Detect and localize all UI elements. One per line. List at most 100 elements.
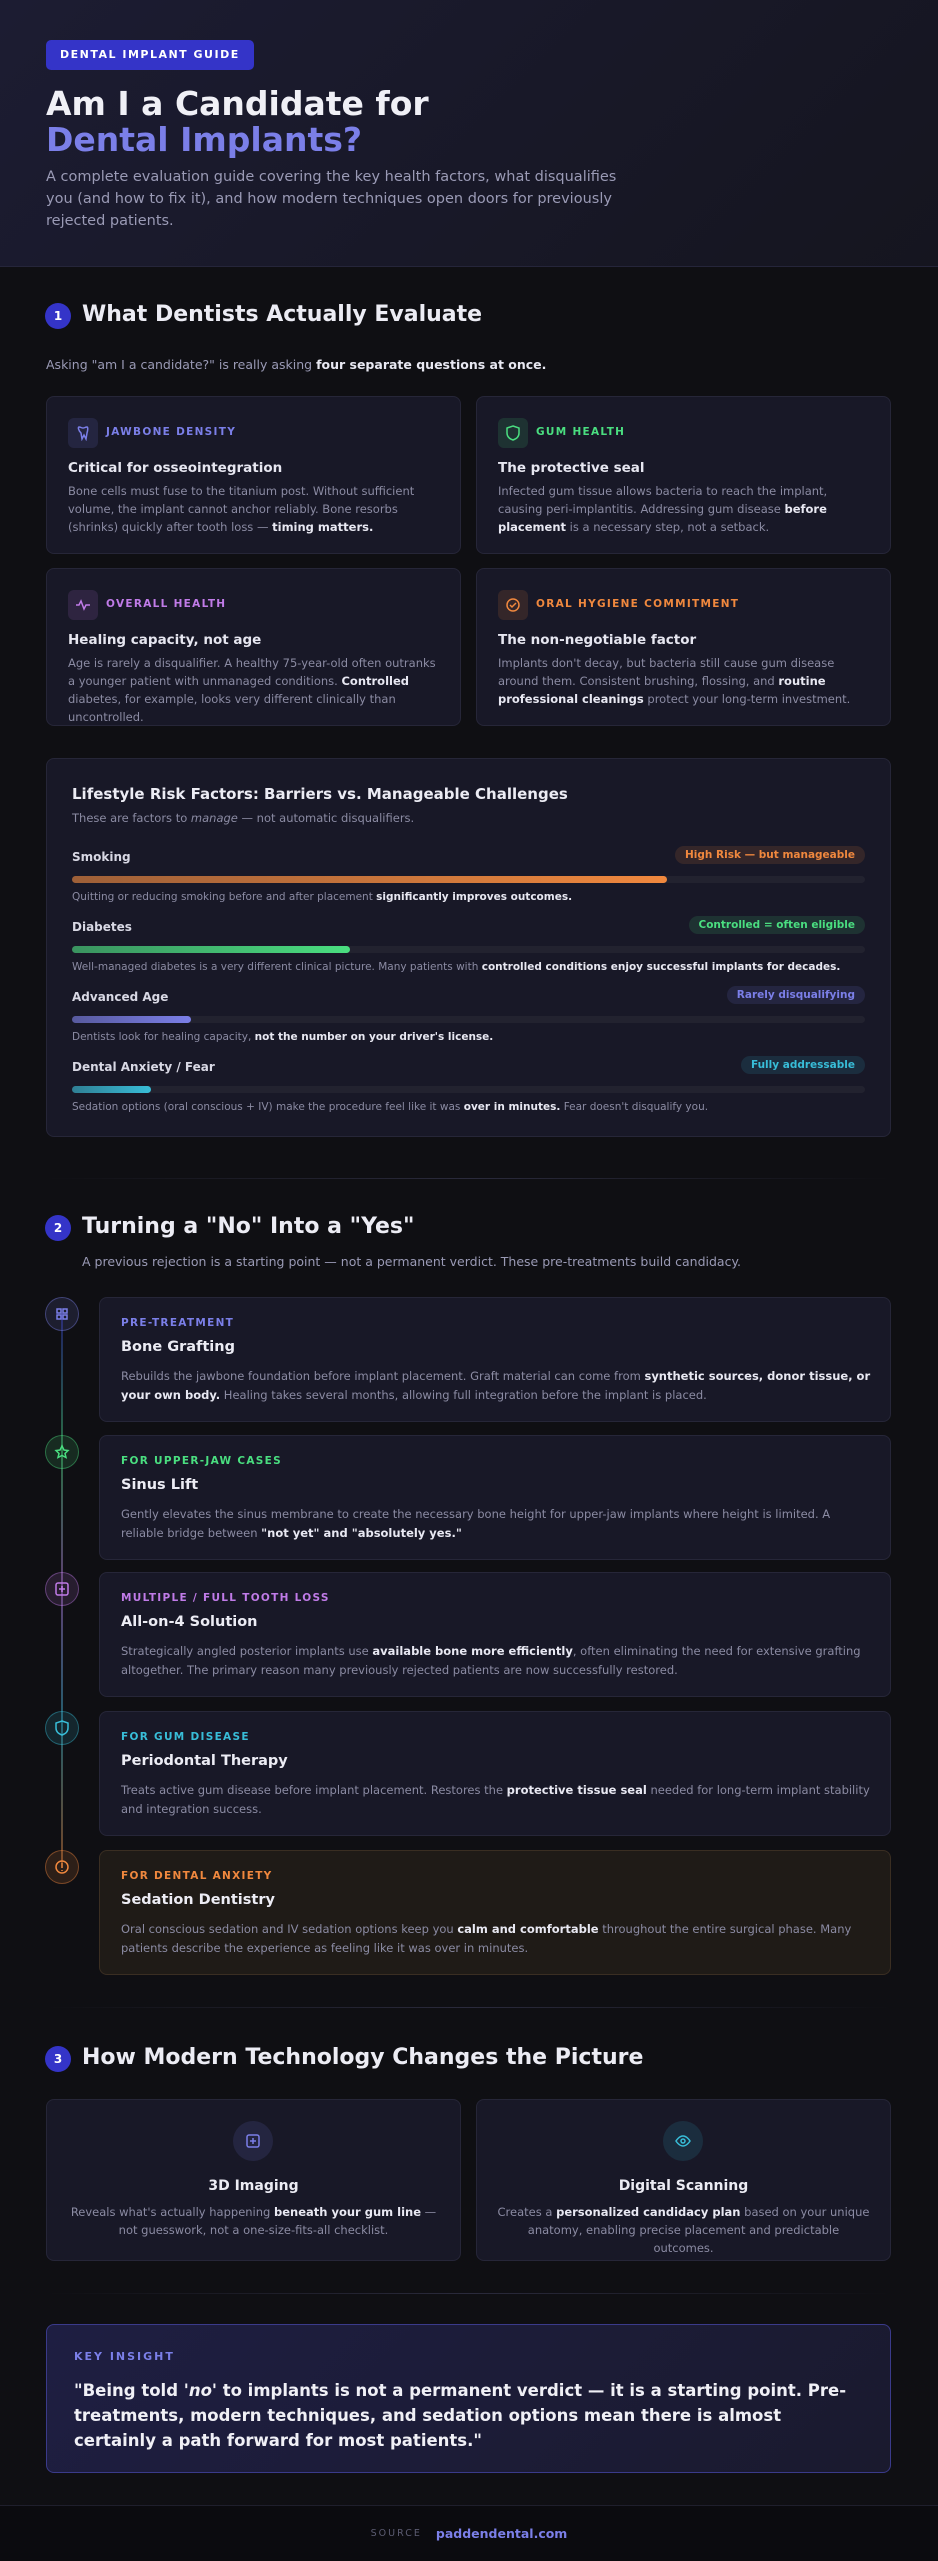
insight-label: KEY INSIGHT (74, 2350, 175, 2363)
section-title: What Dentists Actually Evaluate (82, 302, 483, 327)
factor-card (476, 396, 891, 554)
section-title: Turning a "No" Into a "Yes" (82, 1214, 415, 1239)
step-card (99, 1572, 891, 1697)
factor-body: Implants don't decay, but bacteria still… (498, 654, 868, 708)
text-run: Infected gum tissue allows bacteria to r… (498, 484, 828, 516)
footer-label: SOURCE (370, 2528, 422, 2539)
text-run: Strategically angled posterior implants … (121, 1644, 373, 1658)
text-run: Rebuilds the jawbone foundation before i… (121, 1369, 645, 1383)
factor-card (46, 568, 461, 726)
step-body: Strategically angled posterior implants … (121, 1642, 871, 1680)
emphasis: timing matters. (272, 520, 374, 534)
icon-glyph (55, 1720, 69, 1736)
icon (45, 1572, 79, 1606)
lifestyle-subtitle: These are factors to manage — not automa… (72, 811, 414, 825)
description: A complete evaluation guide covering the… (46, 169, 617, 229)
factor-heading: The protective seal (498, 460, 645, 476)
risk-label: Smoking (72, 850, 131, 864)
factor-heading: The non-negotiable factor (498, 632, 697, 648)
risk-track (72, 1086, 865, 1093)
icon-glyph (55, 1860, 69, 1874)
text-run: is a necessary step, not a setback. (566, 520, 770, 534)
icon-glyph (56, 1308, 68, 1320)
text-run: Healing takes several months, allowing f… (220, 1388, 707, 1402)
step-card (99, 1711, 891, 1836)
section-intro: Asking "am I a candidate?" is really ask… (46, 357, 546, 372)
tech-heading: Digital Scanning (618, 2178, 749, 2194)
step-heading: Periodontal Therapy (121, 1753, 288, 1769)
emphasis: "not yet" and "absolutely yes." (261, 1526, 462, 1540)
risk-note: Well-managed diabetes is a very differen… (72, 961, 840, 973)
risk-label: Advanced Age (72, 990, 169, 1004)
icon-glyph (506, 425, 520, 441)
risk-bar (72, 1016, 191, 1023)
risk-track (72, 1016, 865, 1023)
text-run: — not automatic disqualifiers. (237, 811, 415, 825)
section-title: How Modern Technology Changes the Pictur… (82, 2045, 644, 2070)
text-run: Quitting or reducing smoking before and … (72, 891, 377, 903)
text-run: Asking "am I a candidate?" is really ask… (46, 357, 317, 372)
insight-quote: "Being told 'no' to implants is not a pe… (74, 2378, 864, 2453)
text-run: , often eliminating the need for extensi… (121, 1644, 861, 1677)
icon-glyph (506, 598, 520, 612)
factor-card (476, 568, 891, 726)
text-run: to implants is not a permanent verdict —… (74, 2381, 847, 2450)
divider (46, 1178, 891, 1179)
text-run: "Being told (74, 2381, 184, 2400)
emphasis: over in minutes. (463, 1101, 561, 1113)
section-number: 2 (45, 1215, 71, 1241)
emphasis: beneath your gum line (274, 2205, 422, 2219)
text-run: Implants don't decay, but bacteria still… (498, 656, 835, 688)
icon (663, 2121, 703, 2161)
tech-card (46, 2099, 461, 2261)
tech-heading: 3D Imaging (208, 2178, 299, 2194)
risk-label: Dental Anxiety / Fear (72, 1060, 215, 1074)
step-body: Oral conscious sedation and IV sedation … (121, 1920, 871, 1958)
icon (45, 1297, 79, 1331)
icon-glyph (55, 1582, 69, 1596)
divider (46, 2007, 891, 2008)
title-line2: Dental Implants? (46, 120, 363, 159)
risk-note: Quitting or reducing smoking before and … (72, 891, 572, 903)
emphasis: Controlled (341, 674, 409, 688)
risk-track (72, 946, 865, 953)
risk-note: Dentists look for healing capacity, not … (72, 1031, 493, 1043)
text-run: These are factors to (72, 811, 191, 825)
text-run: Well-managed diabetes is a very differen… (72, 961, 482, 973)
step-label: PRE-TREATMENT (121, 1317, 235, 1329)
risk-tag: Controlled = often eligible (688, 916, 865, 934)
factor-body: Infected gum tissue allows bacteria to r… (498, 482, 868, 536)
emphasis: not the number on your driver's license. (254, 1031, 494, 1043)
icon (45, 1435, 79, 1469)
emphasis: available bone more efficiently (372, 1644, 573, 1658)
factor-body: Age is rarely a disqualifier. A healthy … (68, 654, 438, 726)
factor-heading: Critical for osseointegration (68, 460, 283, 476)
factor-label: ORAL HYGIENE COMMITMENT (536, 598, 740, 610)
risk-tag: Rarely disqualifying (726, 986, 865, 1004)
footer-source: paddendental.com (435, 2526, 568, 2541)
emphasis: personalized candidacy plan (556, 2205, 741, 2219)
step-heading: Sedation Dentistry (121, 1892, 275, 1908)
factor-label: OVERALL HEALTH (106, 598, 227, 610)
step-card (99, 1435, 891, 1560)
badge: DENTAL IMPLANT GUIDE (46, 40, 254, 70)
text-run: throughout the entire surgical phase. Ma… (121, 1922, 852, 1955)
icon-glyph (76, 599, 90, 611)
text-run: Creates a (497, 2205, 557, 2219)
risk-bar (72, 1086, 152, 1093)
factor-body: Bone cells must fuse to the titanium pos… (68, 482, 438, 536)
emphasis: controlled conditions enjoy successful i… (481, 961, 841, 973)
risk-tag: Fully addressable (740, 1056, 865, 1074)
step-card (99, 1297, 891, 1422)
risk-label: Diabetes (72, 920, 132, 934)
step-label: MULTIPLE / FULL TOOTH LOSS (121, 1592, 330, 1604)
risk-bar (72, 876, 667, 883)
step-label: FOR GUM DISEASE (121, 1731, 250, 1743)
text-run: Bone cells must fuse to the titanium pos… (68, 484, 415, 534)
section-subtitle: A previous rejection is a starting point… (82, 1254, 742, 1269)
emphasis: routine professional cleanings (498, 674, 826, 706)
footer: SOURCE paddendental.com (0, 2505, 938, 2561)
text-run: protect your long-term investment. (643, 692, 851, 706)
